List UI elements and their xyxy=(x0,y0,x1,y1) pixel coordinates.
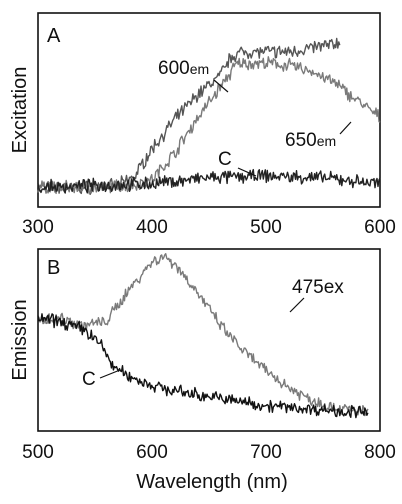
panel-b-ylabel: Emission xyxy=(9,299,31,380)
series-line-475ex xyxy=(37,253,369,417)
panel-a-frame xyxy=(37,12,381,208)
series-label-475ex: 475ex xyxy=(292,277,344,298)
series-label-c-b: C xyxy=(82,369,96,390)
panel-b-xtick-label: 600 xyxy=(136,442,168,463)
series-label-650em: 650em xyxy=(285,130,336,151)
panel-a-label: A xyxy=(47,25,61,47)
panel-a-xtick-label: 400 xyxy=(136,217,168,238)
panel-a-series xyxy=(37,37,381,195)
series-label-c-a: C xyxy=(218,149,232,170)
series-line-c xyxy=(37,168,381,194)
panel-a: A Excitation 300 400 500 600 600em 650em… xyxy=(9,12,396,238)
panel-a-xtick-label: 300 xyxy=(22,217,54,238)
panel-b-label: B xyxy=(47,257,60,279)
panel-b-xlabel: Wavelength (nm) xyxy=(136,471,288,493)
panel-b-series xyxy=(37,253,369,419)
arrow-c-a xyxy=(237,167,257,177)
panel-b: B Emission 500 600 700 800 Wavelength (n… xyxy=(9,248,396,493)
panel-b-frame xyxy=(37,248,381,432)
series-line-650em xyxy=(37,56,381,195)
panel-b-xtick-label: 800 xyxy=(364,442,396,463)
arrow-c-b xyxy=(99,369,121,379)
panel-a-ylabel: Excitation xyxy=(9,67,31,154)
panel-b-xtick-label: 500 xyxy=(22,442,54,463)
arrow-650em xyxy=(339,121,352,135)
series-label-600em: 600em xyxy=(158,58,209,79)
panel-a-xtick-label: 500 xyxy=(250,217,282,238)
series-line-c xyxy=(37,313,369,419)
panel-b-xticks: 500 600 700 800 xyxy=(22,442,396,463)
panel-a-xticks: 300 400 500 600 xyxy=(22,217,396,238)
panel-a-xtick-label: 600 xyxy=(364,217,396,238)
arrow-475ex xyxy=(289,297,305,313)
panel-b-annotations: 475ex C xyxy=(82,277,344,390)
panel-b-xtick-label: 700 xyxy=(250,442,282,463)
panel-a-annotations: 600em 650em C xyxy=(158,58,352,177)
arrow-600em xyxy=(213,79,229,93)
